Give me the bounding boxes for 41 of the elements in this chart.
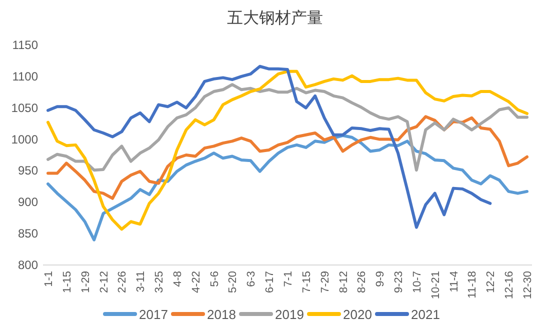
x-tick-label: 10-21 <box>430 271 442 300</box>
x-tick-label: 12-2 <box>485 271 498 294</box>
x-tick-label: 11-18 <box>466 271 479 298</box>
x-tick-label: 2-26 <box>116 271 129 294</box>
x-tick-label: 8-26 <box>356 271 368 294</box>
y-tick-label: 1150 <box>12 38 38 52</box>
legend-label: 2019 <box>275 307 304 322</box>
x-tick-label: 4-8 <box>172 271 184 287</box>
x-tick-label: 5-20 <box>227 271 240 294</box>
chart-title: 五大钢材产量 <box>227 9 323 27</box>
x-tick-label: 10-7 <box>411 271 424 294</box>
x-tick-label: 9-9 <box>374 271 387 287</box>
x-tick-label: 3-25 <box>154 271 166 294</box>
x-tick-label: 6-3 <box>246 271 258 287</box>
legend-label: 2017 <box>139 307 168 322</box>
x-tick-label: 8-12 <box>338 271 350 294</box>
x-tick-label: 4-22 <box>190 271 202 294</box>
x-tick-label: 1-1 <box>43 271 55 287</box>
legend-label: 2020 <box>343 307 372 322</box>
y-tick-label: 950 <box>18 164 38 178</box>
y-tick-label: 900 <box>18 195 38 210</box>
y-tick-label: 1000 <box>11 132 38 146</box>
x-tick-label: 12-30 <box>522 271 534 300</box>
y-tick-label: 1050 <box>11 100 38 115</box>
x-tick-label: 7-29 <box>319 271 332 294</box>
x-tick-label: 3-11 <box>135 271 148 292</box>
x-tick-label: 1-15 <box>61 271 74 294</box>
x-tick-label: 11-4 <box>448 271 460 292</box>
x-tick-label: 12-16 <box>504 271 516 300</box>
x-tick-label: 6-17 <box>264 271 276 294</box>
legend-label: 2021 <box>411 307 440 322</box>
x-tick-label: 7-15 <box>300 271 313 294</box>
y-tick-label: 850 <box>18 226 38 241</box>
legend-label: 2018 <box>207 307 236 322</box>
y-tick-label: 1100 <box>12 69 38 84</box>
x-tick-label: 2-12 <box>98 271 110 294</box>
x-tick-label: 9-23 <box>393 271 406 294</box>
y-tick-label: 800 <box>18 258 38 272</box>
x-tick-label: 5-6 <box>208 271 221 287</box>
x-tick-label: 7-1 <box>282 271 294 287</box>
x-tick-label: 1-29 <box>80 271 92 294</box>
